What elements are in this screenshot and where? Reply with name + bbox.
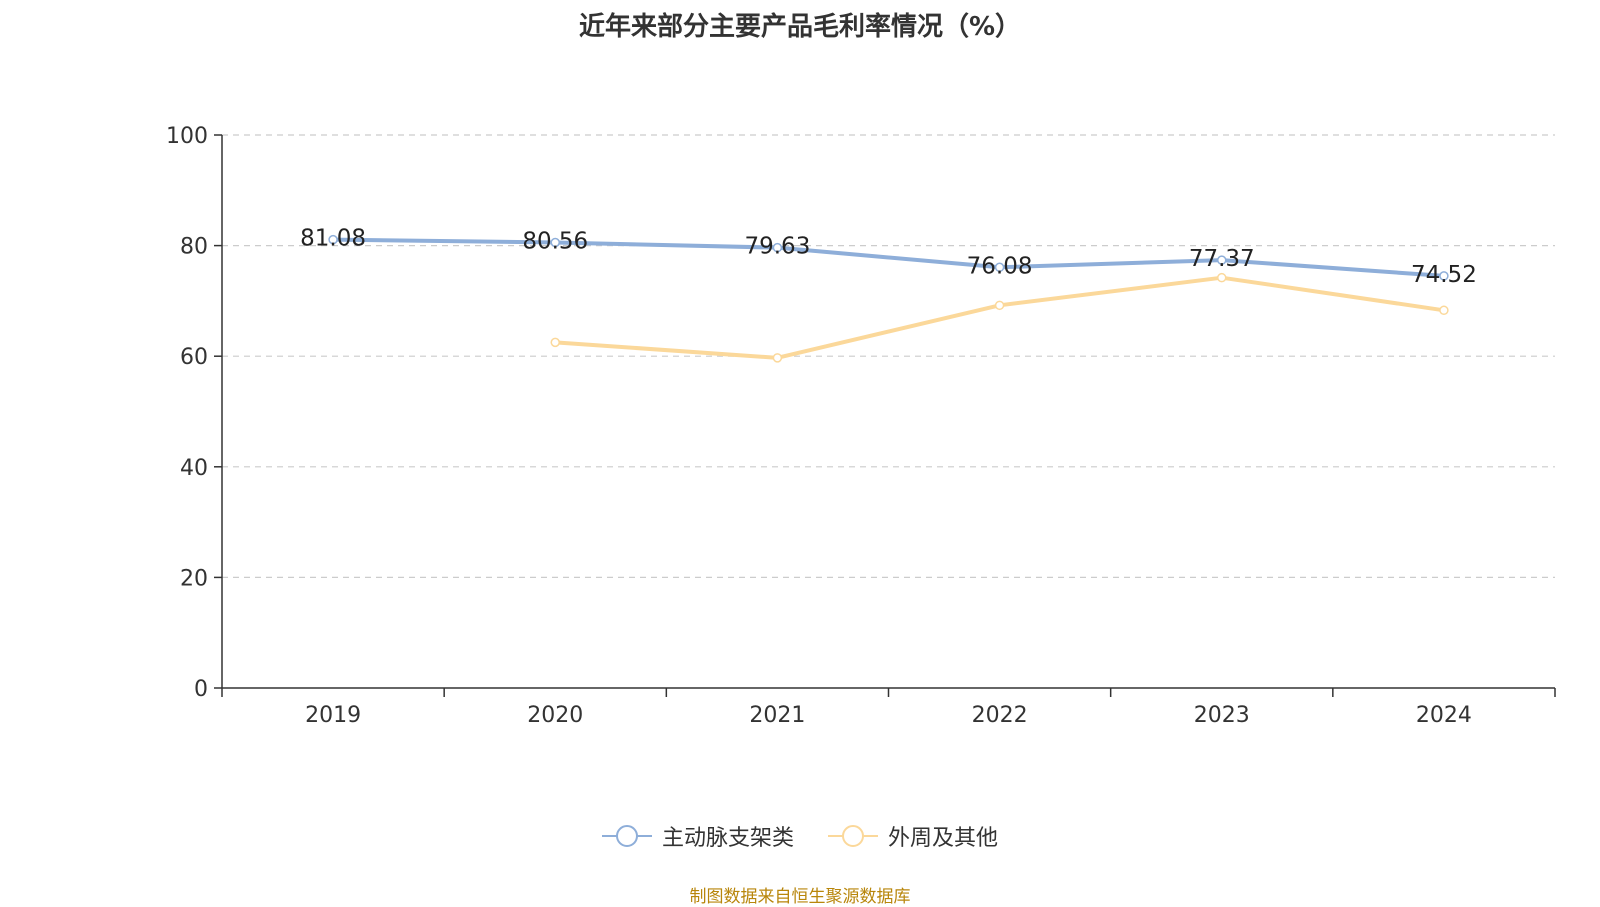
data-point — [550, 337, 560, 348]
x-tick-label: 2019 — [305, 703, 361, 728]
y-tick-label: 0 — [194, 677, 208, 702]
data-point — [1217, 272, 1227, 283]
data-point — [772, 353, 783, 363]
data-label: 81.08 — [300, 226, 366, 252]
data-point — [1439, 305, 1449, 316]
line-chart: 0 20 40 60 80 100 2019 2020 2021 2022 2023 2024 81.… — [166, 124, 1556, 728]
data-point — [1217, 255, 1227, 265]
data-label: 77.37 — [1189, 246, 1255, 272]
y-tick-label: 40 — [180, 456, 208, 481]
series-line-1 — [333, 237, 1445, 278]
series-line-2 — [555, 275, 1445, 360]
data-point — [772, 242, 783, 253]
data-point — [1439, 271, 1449, 281]
series-lines — [328, 234, 1449, 363]
data-label: 80.56 — [522, 229, 588, 255]
legend-line-circle-icon — [601, 825, 652, 847]
data-point — [994, 262, 1005, 273]
legend-item-series-1[interactable]: 主动脉支架类 — [601, 820, 794, 852]
x-tick-label: 2022 — [972, 703, 1028, 728]
y-tick-label: 80 — [180, 235, 208, 260]
data-point — [550, 237, 560, 248]
data-point — [328, 234, 338, 245]
source-note: 制图数据来自恒生聚源数据库 — [689, 887, 911, 907]
y-tick-label: 100 — [166, 124, 208, 149]
y-tick-label: 60 — [180, 345, 208, 370]
y-tick-label: 20 — [180, 566, 208, 591]
chart-title: 近年来部分主要产品毛利率情况（%） — [578, 12, 1022, 42]
data-point — [994, 300, 1005, 311]
x-tick-label: 2023 — [1194, 703, 1250, 728]
data-label: 79.63 — [744, 234, 810, 260]
legend: 主动脉支架类 外周及其他 — [0, 820, 1600, 852]
x-tick-label: 2021 — [749, 703, 805, 728]
data-label: 76.08 — [967, 253, 1033, 279]
data-labels: 81.08 80.56 79.63 76.08 77.37 74.52 — [300, 226, 1477, 288]
legend-label: 主动脉支架类 — [661, 826, 794, 851]
x-tick-label: 2024 — [1416, 703, 1472, 728]
legend-label: 外周及其他 — [888, 826, 999, 851]
data-label: 74.52 — [1411, 262, 1477, 288]
grid-lines — [222, 134, 1555, 579]
axes: 0 20 40 60 80 100 2019 2020 2021 2022 2023 2024 — [166, 124, 1556, 728]
legend-line-circle-icon — [828, 825, 878, 847]
legend-item-series-2[interactable]: 外周及其他 — [828, 820, 998, 852]
x-tick-label: 2020 — [527, 703, 583, 728]
